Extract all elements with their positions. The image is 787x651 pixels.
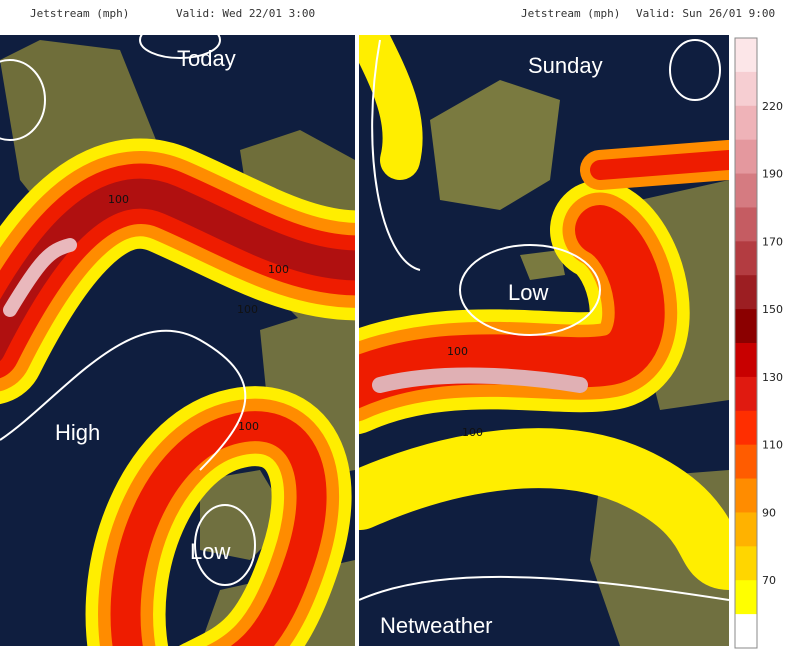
colorbar-swatch xyxy=(735,410,757,446)
panel-header: Jetstream (mph) xyxy=(521,7,620,20)
colorbar-swatch xyxy=(735,580,757,615)
colorbar-swatch xyxy=(735,512,757,547)
colorbar-swatch xyxy=(735,444,757,480)
panel-header: Jetstream (mph) xyxy=(30,7,129,20)
colorbar-swatch xyxy=(735,309,757,344)
colorbar-swatch xyxy=(735,71,757,107)
colorbar-swatch xyxy=(735,38,757,73)
panel-valid: Valid: Wed 22/01 3:00 xyxy=(176,7,315,20)
contour-label: 100 xyxy=(447,345,468,358)
colorbar-swatch xyxy=(735,105,757,141)
day-label: Sunday xyxy=(528,53,603,78)
colorbar-swatch xyxy=(735,275,757,310)
colorbar xyxy=(734,37,758,649)
colorbar-label: 170 xyxy=(762,235,783,248)
colorbar-swatch xyxy=(735,139,757,175)
colorbar-swatch xyxy=(735,343,757,378)
colorbar-swatch xyxy=(735,173,757,208)
colorbar-label: 190 xyxy=(762,168,783,181)
colorbar-swatch xyxy=(735,241,757,276)
pressure-label: Low xyxy=(508,280,548,305)
colorbar-swatch xyxy=(735,376,757,412)
colorbar-swatch xyxy=(735,614,757,649)
contour-label: 100 xyxy=(108,193,129,206)
credit: Netweather xyxy=(380,613,493,638)
day-label: Today xyxy=(177,46,236,71)
pressure-label: Low xyxy=(190,539,230,564)
contour-label: 100 xyxy=(268,263,289,276)
colorbar-swatch xyxy=(735,546,757,581)
pressure-label: High xyxy=(55,420,100,445)
colorbar-swatch xyxy=(735,207,757,242)
colorbar-label: 130 xyxy=(762,371,783,384)
colorbar-label: 110 xyxy=(762,439,783,452)
colorbar-label: 150 xyxy=(762,303,783,316)
right-map xyxy=(359,35,729,646)
left-map xyxy=(0,35,355,646)
colorbar-label: 220 xyxy=(762,100,783,113)
contour-label: 100 xyxy=(238,420,259,433)
panel-valid: Valid: Sun 26/01 9:00 xyxy=(636,7,775,20)
colorbar-label: 70 xyxy=(762,574,776,587)
colorbar-swatch xyxy=(735,478,757,513)
colorbar-label: 90 xyxy=(762,506,776,519)
contour-label: 100 xyxy=(462,426,483,439)
contour-label: 100 xyxy=(237,303,258,316)
